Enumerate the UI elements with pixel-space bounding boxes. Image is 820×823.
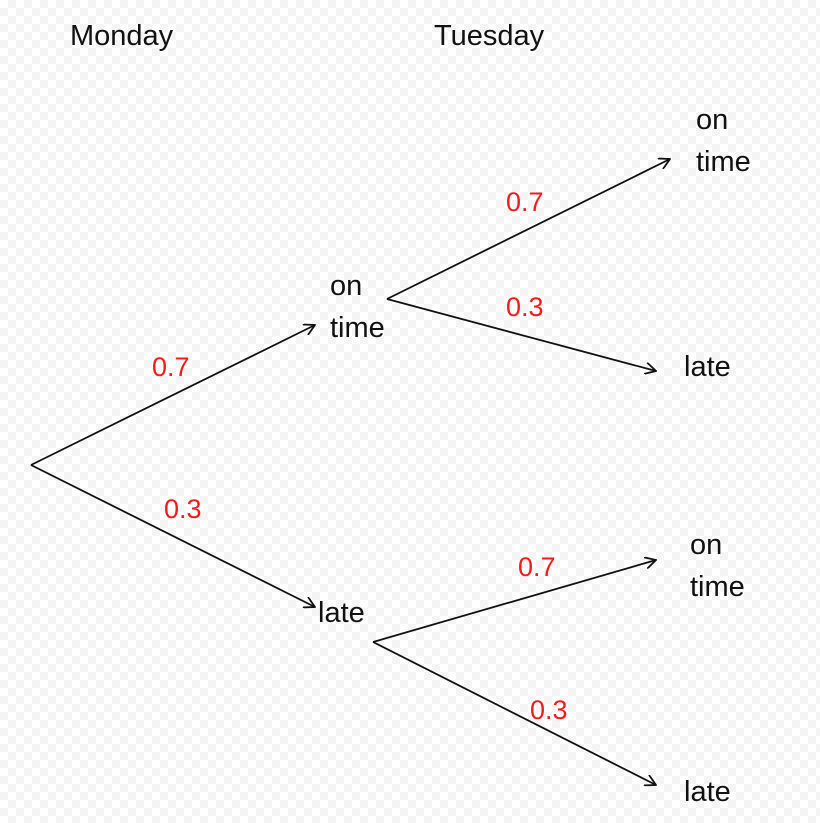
node-late-on-time-line1: on: [690, 529, 723, 561]
node-on-time-on-time: on time: [696, 99, 786, 183]
branch-monday-late: [30, 464, 315, 607]
prob-on-time-late: 0.3: [506, 292, 544, 322]
node-monday-on-time: on time: [330, 265, 420, 349]
node-monday-on-time-line1: on: [330, 270, 363, 302]
header-monday: Monday: [70, 20, 174, 52]
node-monday-on-time-line2: time: [330, 312, 385, 344]
branch-monday-on-time: [30, 325, 315, 466]
node-on-time-late: late: [684, 351, 731, 383]
prob-late-late: 0.3: [530, 695, 568, 725]
branch-late-late: [372, 641, 656, 785]
prob-monday-on-time: 0.7: [152, 352, 190, 382]
prob-late-on-time: 0.7: [518, 552, 556, 582]
header-tuesday: Tuesday: [434, 20, 545, 52]
node-late-on-time-line2: time: [690, 571, 745, 603]
branch-on-time-on-time: [386, 159, 670, 300]
node-monday-late: late: [318, 597, 365, 629]
prob-on-time-on-time: 0.7: [506, 187, 544, 217]
branch-late-on-time: [372, 560, 656, 643]
node-late-on-time: on time: [690, 524, 780, 608]
node-on-time-on-time-line2: time: [696, 146, 751, 178]
node-late-late: late: [684, 776, 731, 808]
branch-on-time-late: [386, 298, 656, 371]
prob-monday-late: 0.3: [164, 494, 202, 524]
node-on-time-on-time-line1: on: [696, 104, 729, 136]
